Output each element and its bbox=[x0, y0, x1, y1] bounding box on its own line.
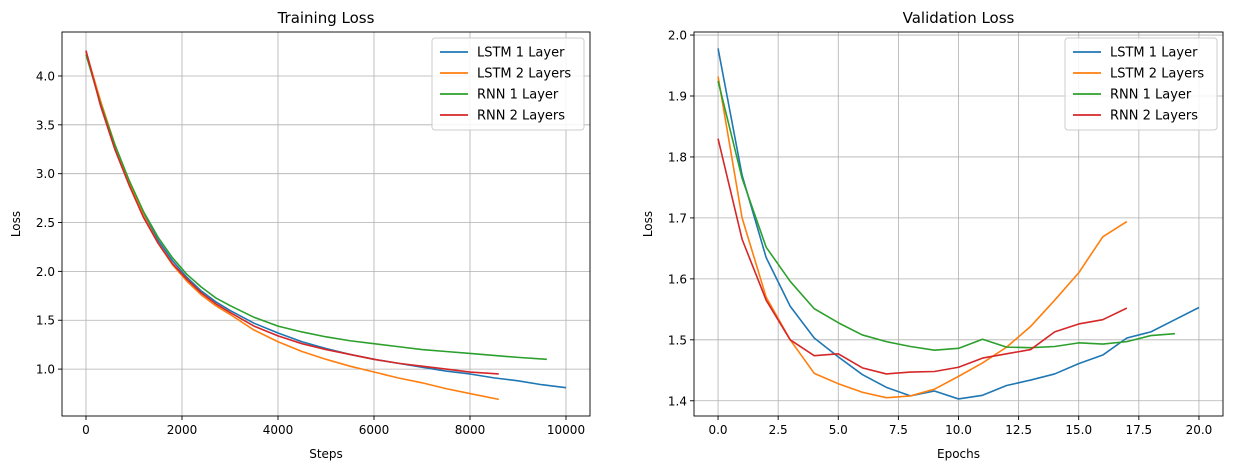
y-tick-label: 1.5 bbox=[36, 314, 55, 328]
y-axis-label: Loss bbox=[641, 211, 655, 237]
legend-label: RNN 2 Layers bbox=[1110, 109, 1198, 124]
legend-label: RNN 2 Layers bbox=[477, 109, 565, 124]
legend: LSTM 1 Layer LSTM 2 Layers RNN 1 Layer RNN … bbox=[431, 37, 585, 131]
y-tick-label: 4.0 bbox=[36, 69, 55, 83]
legend-label: LSTM 2 Layers bbox=[477, 67, 571, 82]
chart-title: Training Loss bbox=[277, 9, 375, 27]
x-axis: 0 2000 4000 6000 8000 10000 bbox=[82, 416, 585, 437]
x-tick-label: 6000 bbox=[359, 423, 390, 437]
legend-item-lstm-1-layer: LSTM 1 Layer bbox=[440, 46, 565, 61]
series-line-rnn-1-layer bbox=[717, 80, 1175, 351]
legend-label: LSTM 1 Layer bbox=[1110, 46, 1198, 61]
legend-item-lstm-1-layer: LSTM 1 Layer bbox=[1073, 46, 1198, 61]
x-tick-label: 2.5 bbox=[769, 423, 788, 437]
validation-loss-chart: 0.0 2.5 5.0 7.5 10.0 12.5 15.0 17.5 20.01.41.51.… bbox=[641, 9, 1224, 461]
x-tick-label: 0.0 bbox=[708, 423, 727, 437]
y-axis-label: Loss bbox=[9, 211, 23, 237]
training-loss-chart: 0 2000 4000 6000 8000 10000 1.0 1.5 2.0 2.5 3.0 3.5… bbox=[9, 9, 591, 461]
x-axis-label: Epochs bbox=[937, 447, 980, 461]
legend-item-rnn-2-layers: RNN 2 Layers bbox=[1073, 109, 1198, 124]
x-tick-label: 10000 bbox=[547, 423, 585, 437]
x-tick-label: 4000 bbox=[263, 423, 294, 437]
y-tick-label: 2.0 bbox=[668, 29, 687, 43]
x-tick-label: 8000 bbox=[455, 423, 486, 437]
legend-box bbox=[431, 37, 585, 131]
legend-label: LSTM 2 Layers bbox=[1110, 67, 1204, 82]
legend-item-lstm-2-layers: LSTM 2 Layers bbox=[440, 67, 571, 82]
series-line-lstm-1-layer bbox=[717, 48, 1200, 400]
y-tick-label: 1.4 bbox=[668, 394, 687, 408]
chart-title: Validation Loss bbox=[903, 9, 1015, 27]
legend-label: LSTM 1 Layer bbox=[477, 46, 565, 61]
y-tick-label: 2.0 bbox=[36, 265, 55, 279]
legend: LSTM 1 Layer LSTM 2 Layers RNN 1 Layer RNN … bbox=[1064, 37, 1218, 131]
y-tick-label: 1.6 bbox=[668, 272, 687, 286]
series-line-rnn-1-layer bbox=[85, 54, 547, 361]
y-tick-label: 3.5 bbox=[36, 118, 55, 132]
legend-item-lstm-2-layers: LSTM 2 Layers bbox=[1073, 67, 1204, 82]
x-tick-label: 2000 bbox=[167, 423, 198, 437]
x-tick-label: 10.0 bbox=[945, 423, 972, 437]
series-lines bbox=[85, 50, 567, 401]
y-tick-label: 1.7 bbox=[668, 211, 687, 225]
series-line-rnn-2-layers bbox=[85, 50, 499, 375]
y-tick-label: 2.5 bbox=[36, 216, 55, 230]
series-lines bbox=[717, 48, 1200, 400]
x-tick-label: 0 bbox=[82, 423, 90, 437]
y-tick-label: 1.5 bbox=[668, 333, 687, 347]
plot-frame bbox=[61, 31, 591, 417]
x-tick-label: 15.0 bbox=[1065, 423, 1092, 437]
y-tick-label: 3.0 bbox=[36, 167, 55, 181]
x-tick-label: 20.0 bbox=[1186, 423, 1213, 437]
x-tick-label: 7.5 bbox=[889, 423, 908, 437]
legend-item-rnn-1-layer: RNN 1 Layer bbox=[440, 88, 559, 103]
legend-label: RNN 1 Layer bbox=[1110, 88, 1192, 103]
x-tick-label: 5.0 bbox=[829, 423, 848, 437]
series-line-rnn-2-layers bbox=[717, 138, 1128, 375]
y-tick-label: 1.8 bbox=[668, 150, 687, 164]
x-axis: 0.0 2.5 5.0 7.5 10.0 12.5 15.0 17.5 20.0 bbox=[708, 416, 1212, 437]
x-axis-label: Steps bbox=[309, 447, 343, 461]
legend-item-rnn-2-layers: RNN 2 Layers bbox=[440, 109, 565, 124]
y-axis: 1.0 1.5 2.0 2.5 3.0 3.5 4.0 bbox=[36, 69, 62, 377]
legend-box bbox=[1064, 37, 1218, 131]
legend-label: RNN 1 Layer bbox=[477, 88, 559, 103]
y-tick-label: 1.9 bbox=[668, 90, 687, 104]
y-tick-label: 1.0 bbox=[36, 363, 55, 377]
x-tick-label: 12.5 bbox=[1005, 423, 1032, 437]
legend-item-rnn-1-layer: RNN 1 Layer bbox=[1073, 88, 1192, 103]
x-tick-label: 17.5 bbox=[1125, 423, 1152, 437]
y-axis: 1.4 1.5 1.6 1.7 1.8 1.9 2.0 bbox=[668, 29, 694, 408]
